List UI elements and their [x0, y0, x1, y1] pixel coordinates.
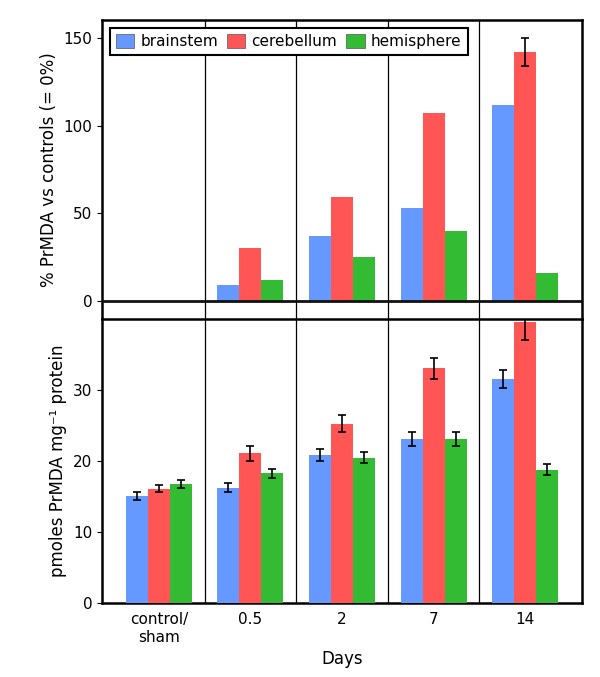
Bar: [148, 489, 170, 603]
Bar: [239, 454, 262, 603]
Bar: [331, 424, 353, 603]
Bar: [126, 496, 148, 603]
Bar: [422, 113, 445, 301]
Bar: [492, 104, 514, 301]
Y-axis label: pmoles PrMDA mg⁻¹ protein: pmoles PrMDA mg⁻¹ protein: [49, 345, 67, 577]
Bar: [422, 368, 445, 603]
Bar: [353, 257, 375, 301]
Y-axis label: % PrMDA vs controls (= 0%): % PrMDA vs controls (= 0%): [40, 52, 58, 287]
Bar: [401, 208, 422, 301]
Bar: [309, 455, 331, 603]
Bar: [514, 322, 536, 603]
Bar: [262, 280, 283, 301]
Bar: [401, 439, 422, 603]
Bar: [536, 470, 558, 603]
Bar: [262, 473, 283, 603]
Bar: [353, 458, 375, 603]
Bar: [536, 273, 558, 301]
Bar: [514, 52, 536, 301]
Bar: [217, 285, 239, 301]
Bar: [170, 484, 192, 603]
Bar: [217, 487, 239, 603]
Bar: [445, 439, 467, 603]
X-axis label: Days: Days: [321, 650, 363, 668]
Bar: [309, 236, 331, 301]
Legend: brainstem, cerebellum, hemisphere: brainstem, cerebellum, hemisphere: [110, 28, 467, 56]
Bar: [331, 198, 353, 301]
Bar: [445, 231, 467, 301]
Bar: [239, 248, 262, 301]
Bar: [492, 379, 514, 603]
